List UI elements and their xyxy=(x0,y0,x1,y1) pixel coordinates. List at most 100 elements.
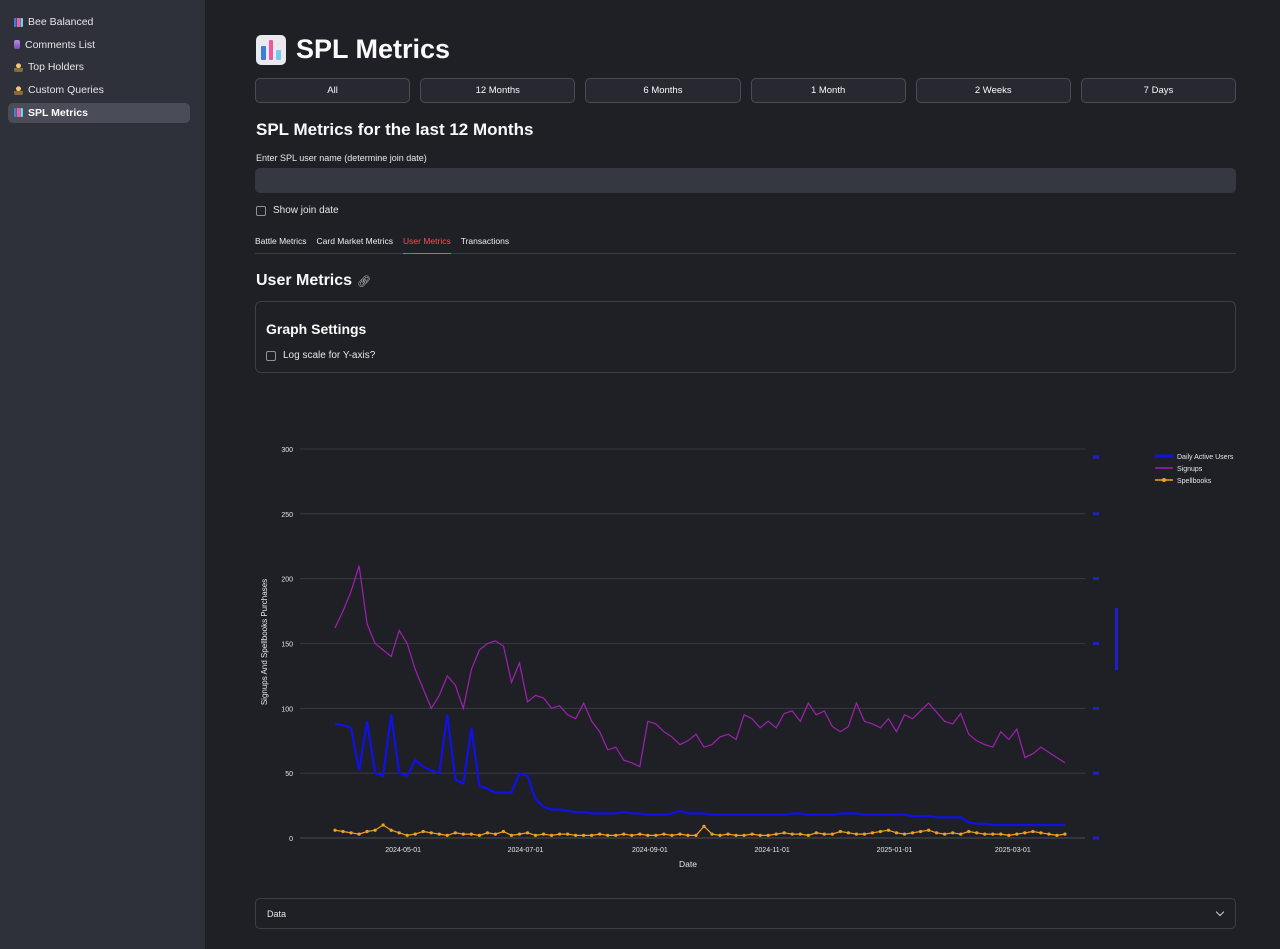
spellbooks-point xyxy=(910,831,915,835)
spellbooks-point xyxy=(333,828,337,832)
data-expander[interactable]: Data xyxy=(255,898,1236,929)
tab-user-metrics[interactable]: User Metrics xyxy=(403,232,451,254)
spellbooks-point xyxy=(662,832,666,836)
spellbooks-point xyxy=(437,832,441,836)
sidebar-item-label: Custom Queries xyxy=(28,84,104,97)
show-join-date-row[interactable]: Show join date xyxy=(256,205,339,216)
spellbooks-point xyxy=(397,831,401,835)
data-expander-label: Data xyxy=(267,908,287,919)
time-range-buttons: All 12 Months 6 Months 1 Month 2 Weeks 7… xyxy=(255,78,1237,103)
spellbooks-point xyxy=(1047,832,1051,836)
spellbooks-point xyxy=(389,828,393,832)
spellbooks-point xyxy=(1055,833,1059,838)
spellbooks-point xyxy=(870,831,875,835)
spellbooks-point xyxy=(413,832,417,836)
user-metrics-title: User Metrics xyxy=(256,272,353,289)
spellbooks-point xyxy=(774,832,778,836)
sidebar: Bee Balanced Comments List Top Holders C… xyxy=(0,0,205,949)
log-scale-row[interactable]: Log scale for Y-axis? xyxy=(266,350,375,361)
spellbooks-point xyxy=(814,831,818,835)
username-input-label: Enter SPL user name (determine join date… xyxy=(256,153,427,163)
range-1-month-button[interactable]: 1 Month xyxy=(750,78,906,103)
y-tick-label: 50 xyxy=(285,771,293,778)
x-tick-label: 2024-07-01 xyxy=(508,847,544,854)
sidebar-item-comments-list[interactable]: Comments List xyxy=(8,35,190,55)
spellbooks-point xyxy=(702,824,706,828)
spellbooks-point xyxy=(381,823,385,827)
x-tick-label: 2024-11-01 xyxy=(755,847,790,854)
log-scale-label: Log scale for Y-axis? xyxy=(283,350,376,361)
tab-transactions[interactable]: Transactions xyxy=(460,236,510,246)
spellbooks-point xyxy=(798,832,802,836)
spellbooks-point xyxy=(766,833,770,838)
log-scale-checkbox[interactable] xyxy=(266,350,276,361)
range-2-weeks-button[interactable]: 2 Weeks xyxy=(915,78,1071,103)
graph-settings-title: Graph Settings xyxy=(266,321,367,337)
spellbooks-point xyxy=(822,832,826,836)
username-input[interactable] xyxy=(255,168,1236,193)
range-all-button[interactable]: All xyxy=(255,78,411,103)
y-axis-label: Signups And Spellbooks Purchases xyxy=(260,579,269,705)
spellbooks-point xyxy=(959,832,963,836)
spellbooks-point xyxy=(983,832,987,836)
spellbooks-point xyxy=(541,832,546,836)
y2-tick-mark xyxy=(1093,771,1099,775)
spellbooks-point xyxy=(1031,829,1035,834)
bar-chart-icon xyxy=(14,17,23,27)
spellbooks-point xyxy=(1007,833,1011,838)
series-line-signups xyxy=(334,565,1066,768)
sidebar-item-spl-metrics[interactable]: SPL Metrics xyxy=(8,102,190,123)
link-icon[interactable]: 🔗︎ xyxy=(357,275,372,288)
x-tick-label: 2024-05-01 xyxy=(385,847,421,854)
spellbooks-point xyxy=(606,833,610,838)
range-7-days-button[interactable]: 7 Days xyxy=(1080,78,1237,103)
spellbooks-point xyxy=(742,833,746,838)
x-tick-label: 2025-01-01 xyxy=(877,847,913,854)
spellbooks-point xyxy=(918,829,923,834)
x-tick-label: 2025-03-01 xyxy=(995,847,1031,854)
range-6-months-button[interactable]: 6 Months xyxy=(585,78,741,103)
sidebar-item-bee-balanced[interactable]: Bee Balanced xyxy=(8,12,190,32)
chart-grid xyxy=(300,448,1085,839)
sidebar-item-top-holders[interactable]: Top Holders xyxy=(8,57,190,77)
spellbooks-point xyxy=(846,831,850,835)
spellbooks-point xyxy=(638,832,642,836)
tab-battle-metrics[interactable]: Battle Metrics xyxy=(255,236,307,246)
spellbooks-point xyxy=(878,829,883,834)
x-axis-ticks: 2024-05-01 2024-07-01 2024-09-01 2024-11-01… xyxy=(385,847,1031,854)
spellbooks-point xyxy=(493,832,498,836)
spellbooks-point xyxy=(806,833,810,838)
spellbooks-point xyxy=(782,831,786,835)
spellbooks-point xyxy=(886,828,891,832)
page-title: SPL Metrics xyxy=(256,34,450,65)
series-line-spellbooks xyxy=(334,824,1066,837)
legend-label: Daily Active Users xyxy=(1177,454,1234,461)
spellbooks-point xyxy=(582,833,586,838)
tab-card-market-metrics[interactable]: Card Market Metrics xyxy=(316,236,394,246)
spellbooks-point xyxy=(517,832,522,836)
spellbooks-point xyxy=(373,828,377,832)
show-join-date-checkbox[interactable] xyxy=(256,205,266,216)
chart-legend: Daily Active Users Signups Spellbooks xyxy=(1155,454,1234,485)
y2-tick-mark xyxy=(1093,706,1099,710)
range-12-months-button[interactable]: 12 Months xyxy=(420,78,576,103)
spellbooks-point xyxy=(646,833,650,838)
chevron-down-icon xyxy=(1215,907,1225,917)
spellbooks-point xyxy=(758,833,762,838)
spellbooks-point xyxy=(485,831,490,835)
spellbooks-point xyxy=(999,832,1003,836)
spellbooks-point xyxy=(574,833,578,838)
y-tick-label: 0 xyxy=(289,836,293,843)
y-tick-label: 250 xyxy=(281,512,293,519)
spellbooks-point xyxy=(902,832,907,836)
spellbooks-point xyxy=(967,829,971,834)
spellbooks-point xyxy=(357,832,361,836)
spellbooks-point xyxy=(926,828,931,832)
vial-icon xyxy=(14,40,20,50)
sidebar-item-custom-queries[interactable]: Custom Queries xyxy=(8,80,190,100)
spellbooks-point xyxy=(469,832,473,836)
spellbooks-point xyxy=(525,831,530,835)
spellbooks-point xyxy=(614,833,618,838)
spellbooks-point xyxy=(509,833,514,838)
